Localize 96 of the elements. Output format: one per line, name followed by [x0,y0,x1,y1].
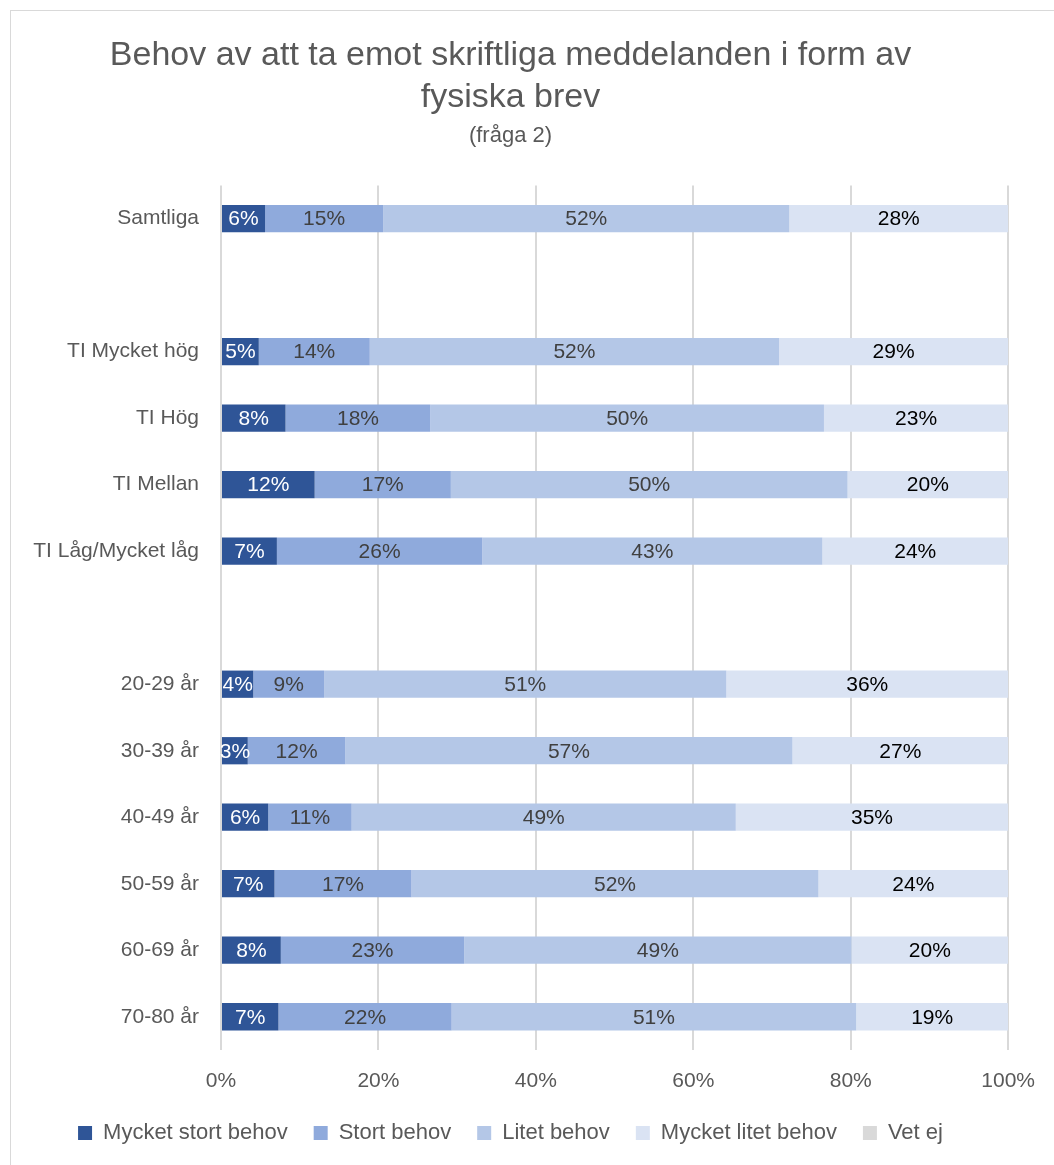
y-tick-label: 60-69 år [120,937,199,961]
bar [847,471,1009,499]
data-label: 4% [222,672,253,695]
y-tick-label: TI Hög [135,404,199,428]
data-label: 8% [238,405,269,429]
bar [789,205,1009,233]
y-tick-label: 40-49 år [120,804,199,828]
legend-label: Litet behov [502,1119,610,1145]
data-label: 7% [234,538,265,562]
x-tick-label: 60% [672,1068,715,1092]
bar [276,537,483,565]
y-tick-label: Samtliga [117,205,200,229]
data-label: 9% [273,672,304,695]
data-label: 19% [911,1004,954,1028]
chart-subtitle: (fråga 2) [468,122,553,148]
bar [280,936,465,964]
bar [482,537,823,565]
data-label: 17% [361,472,404,496]
data-label: 5% [225,339,256,363]
data-label: 28% [877,206,920,230]
data-label: 35% [850,805,893,829]
x-tick-label: 40% [514,1068,557,1092]
bar [856,1003,1009,1031]
legend-label: Stort behov [338,1119,452,1145]
x-tick-label: 0% [205,1068,237,1092]
bar [735,803,1009,831]
data-label: 43% [631,538,674,562]
data-label: 23% [351,938,394,962]
bar [450,471,848,499]
bar [278,1003,452,1031]
bar [851,936,1009,964]
data-label: 18% [336,405,379,429]
y-tick-label: 20-29 år [120,671,199,694]
bar [314,471,451,499]
y-tick-label: TI Mellan [112,471,199,495]
bar [822,537,1009,565]
data-label: 20% [908,938,951,962]
bar [345,737,793,765]
data-label: 49% [522,805,565,829]
bar [274,870,412,898]
data-label: 12% [275,738,318,762]
y-tick-label: 50-59 år [120,870,199,894]
bar [430,404,824,432]
x-tick-label: 20% [357,1068,400,1092]
data-label: 52% [593,871,636,895]
x-tick-label: 80% [829,1068,872,1092]
data-label: 26% [358,538,401,562]
data-label: 6% [229,805,261,829]
data-label: 7% [235,1004,266,1028]
bar [823,404,1009,432]
y-tick-label: TI Mycket hög [67,338,199,362]
data-label: 36% [846,672,889,695]
bar [324,670,727,698]
data-label: 15% [303,206,346,230]
data-label: 52% [565,206,608,230]
data-label: 50% [606,405,649,429]
legend-label: Vet ej [887,1119,943,1145]
x-tick-label: 100% [981,1068,1035,1092]
data-label: 14% [293,339,336,363]
data-label: 17% [321,871,365,895]
bar [451,1003,857,1031]
legend-label: Mycket litet behov [660,1119,837,1145]
data-label: 24% [894,538,937,562]
data-label: 23% [895,405,938,429]
data-label: 29% [872,339,915,363]
chart-title: Behov av att ta emot skriftliga meddelanden i form av fysiska brev [109,33,912,115]
data-label: 22% [344,1004,387,1028]
data-label: 7% [233,871,264,895]
data-label: 52% [553,339,596,363]
y-tick-label: TI Låg/Mycket låg [33,537,199,561]
data-label: 57% [547,738,590,762]
data-label: 51% [504,672,547,695]
y-tick-label: 70-80 år [120,1003,199,1027]
data-label: 12% [247,472,290,496]
data-label: 27% [879,738,922,762]
bar [818,870,1009,898]
bar [411,870,819,898]
data-label: 6% [228,206,259,230]
bar [779,338,1009,366]
data-label: 20% [906,472,949,496]
bar [369,338,780,366]
bar [792,737,1009,765]
bar [265,205,384,233]
data-label: 51% [632,1004,675,1028]
legend-label: Mycket stort behov [103,1119,288,1145]
data-label: 8% [236,938,267,962]
data-label: 50% [628,472,671,496]
bar [285,404,431,432]
bar [464,936,852,964]
data-label: 24% [892,871,935,895]
bar [351,803,736,831]
bar [726,670,1009,698]
data-label: 11% [289,805,331,829]
data-label: 49% [636,938,679,962]
bar [383,205,790,233]
y-tick-label: 30-39 år [120,737,199,761]
